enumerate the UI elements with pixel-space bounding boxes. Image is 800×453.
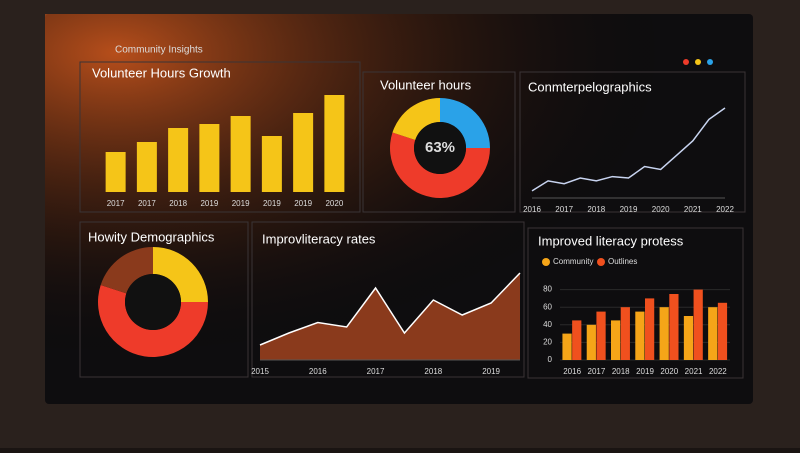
bar [105,152,126,192]
panel-borders [79,61,746,379]
bar [168,128,189,192]
panel-title: Volunteer hours [380,77,472,92]
y-tick-label: 40 [543,320,552,329]
dot [683,59,689,65]
bar [683,316,694,360]
x-tick-label: 2019 [636,367,654,376]
panel-title: Improvliteracy rates [262,231,376,246]
bar [717,302,728,360]
x-tick-label: 2019 [232,199,250,208]
donut-slice [390,132,490,198]
bar [261,136,282,192]
y-tick-label: 80 [543,285,552,294]
bar [136,142,157,192]
panel-title: Improved literacy protess [538,233,684,248]
line [259,272,521,346]
bar [669,294,679,360]
y-tick-label: 20 [543,338,552,347]
x-tick-label: 2020 [652,205,670,214]
line [531,107,726,192]
bar [620,307,630,360]
bar [635,311,645,360]
x-tick-label: 2019 [263,199,281,208]
x-tick-label: 2017 [588,367,606,376]
panel-title: Conmterpelographics [528,79,652,94]
bar [199,124,220,192]
x-tick-label: 2019 [482,367,500,376]
panel-title: Howity Demographics [88,229,215,244]
x-tick-label: 2017 [367,367,385,376]
bar [586,324,596,360]
x-tick-label: 2017 [107,199,125,208]
legend-swatch [597,258,605,266]
donut-slice [98,285,208,358]
legend-label: Outlines [608,257,637,266]
center-label: 63% [425,139,455,156]
bar [324,95,345,192]
bar [562,333,572,360]
x-tick-label: 2018 [424,367,442,376]
bar [596,311,606,360]
bar [293,113,314,192]
x-tick-label: 2018 [169,199,187,208]
donut-slice [392,98,440,140]
donut-hole [414,122,466,174]
donut-slice [100,247,153,294]
x-tick-label: 2018 [587,205,605,214]
bar [645,298,655,360]
x-tick-label: 2016 [563,367,581,376]
x-tick-label: 2021 [685,367,703,376]
donut-slice [153,247,208,302]
x-tick-label: 2019 [294,199,312,208]
bar [708,307,718,360]
legend-swatch [542,258,550,266]
bar [611,320,621,360]
x-tick-label: 2020 [325,199,343,208]
area [260,273,520,360]
x-tick-label: 2022 [716,205,734,214]
x-tick-label: 2017 [138,199,156,208]
y-tick-label: 0 [548,355,553,364]
x-tick-label: 2015 [251,367,269,376]
x-tick-label: 2022 [709,367,727,376]
x-tick-label: 2018 [612,367,630,376]
x-tick-label: 2019 [200,199,218,208]
bar [572,320,582,360]
bar [693,289,703,360]
bar [230,116,251,192]
x-tick-label: 2019 [620,205,638,214]
x-tick-label: 2021 [684,205,702,214]
donut-hole [125,274,181,330]
donut-slice [440,98,490,148]
x-tick-label: 2016 [309,367,327,376]
panel-title: Volunteer Hours Growth [92,65,231,80]
dot [707,59,713,65]
y-tick-label: 60 [543,302,552,311]
dot [695,59,701,65]
x-tick-label: 2017 [555,205,573,214]
header-title: Community Insights [115,45,203,56]
x-tick-label: 2016 [523,205,541,214]
x-tick-label: 2020 [660,367,678,376]
legend-label: Community [553,257,593,266]
bar [659,307,669,360]
